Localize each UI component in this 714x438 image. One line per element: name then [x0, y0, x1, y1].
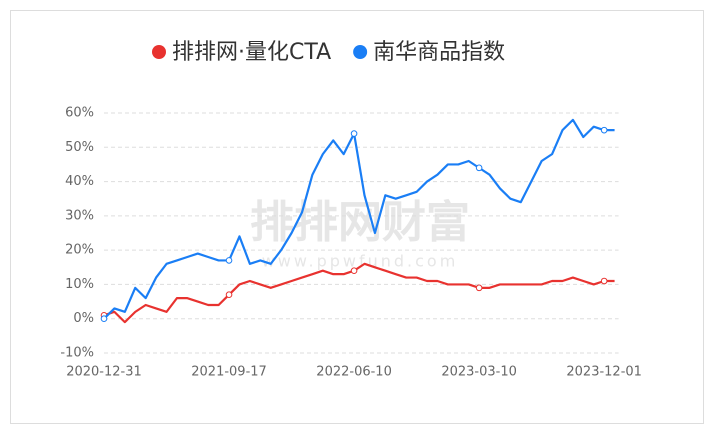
- point-marker: [600, 126, 608, 134]
- legend-label: 南华商品指数: [373, 40, 505, 65]
- point-marker: [600, 277, 608, 285]
- legend-marker: [353, 45, 368, 59]
- y-tick-label: -10%: [60, 346, 94, 361]
- x-tick-label: 2023-12-01: [566, 365, 642, 380]
- point-marker: [350, 267, 358, 275]
- point-marker: [225, 257, 233, 264]
- y-tick-label: 50%: [65, 140, 94, 155]
- watermark: 排排网财富: [250, 197, 470, 248]
- x-tick-label: 2020-12-31: [66, 365, 142, 380]
- y-tick-label: 40%: [65, 174, 94, 189]
- x-tick-label: 2021-09-17: [191, 365, 267, 380]
- series-line: [103, 118, 615, 320]
- frame: [10, 10, 704, 424]
- y-tick-label: 10%: [65, 277, 94, 292]
- point-marker: [475, 284, 483, 292]
- watermark-url: www.ppwfund.com: [262, 252, 459, 271]
- y-tick-label: 30%: [65, 208, 94, 223]
- x-tick-label: 2023-03-10: [441, 365, 517, 380]
- point-marker: [100, 315, 108, 323]
- legend-label: 排排网·量化CTA: [172, 40, 331, 65]
- y-tick-label: 60%: [65, 106, 94, 121]
- point-marker: [225, 291, 233, 299]
- point-marker: [350, 130, 358, 137]
- x-tick-label: 2022-06-10: [316, 365, 392, 380]
- point-marker: [475, 164, 483, 172]
- y-tick-label: 0%: [73, 311, 94, 326]
- y-tick-label: 20%: [65, 243, 94, 258]
- series-line: [103, 262, 615, 324]
- legend-marker: [152, 45, 166, 59]
